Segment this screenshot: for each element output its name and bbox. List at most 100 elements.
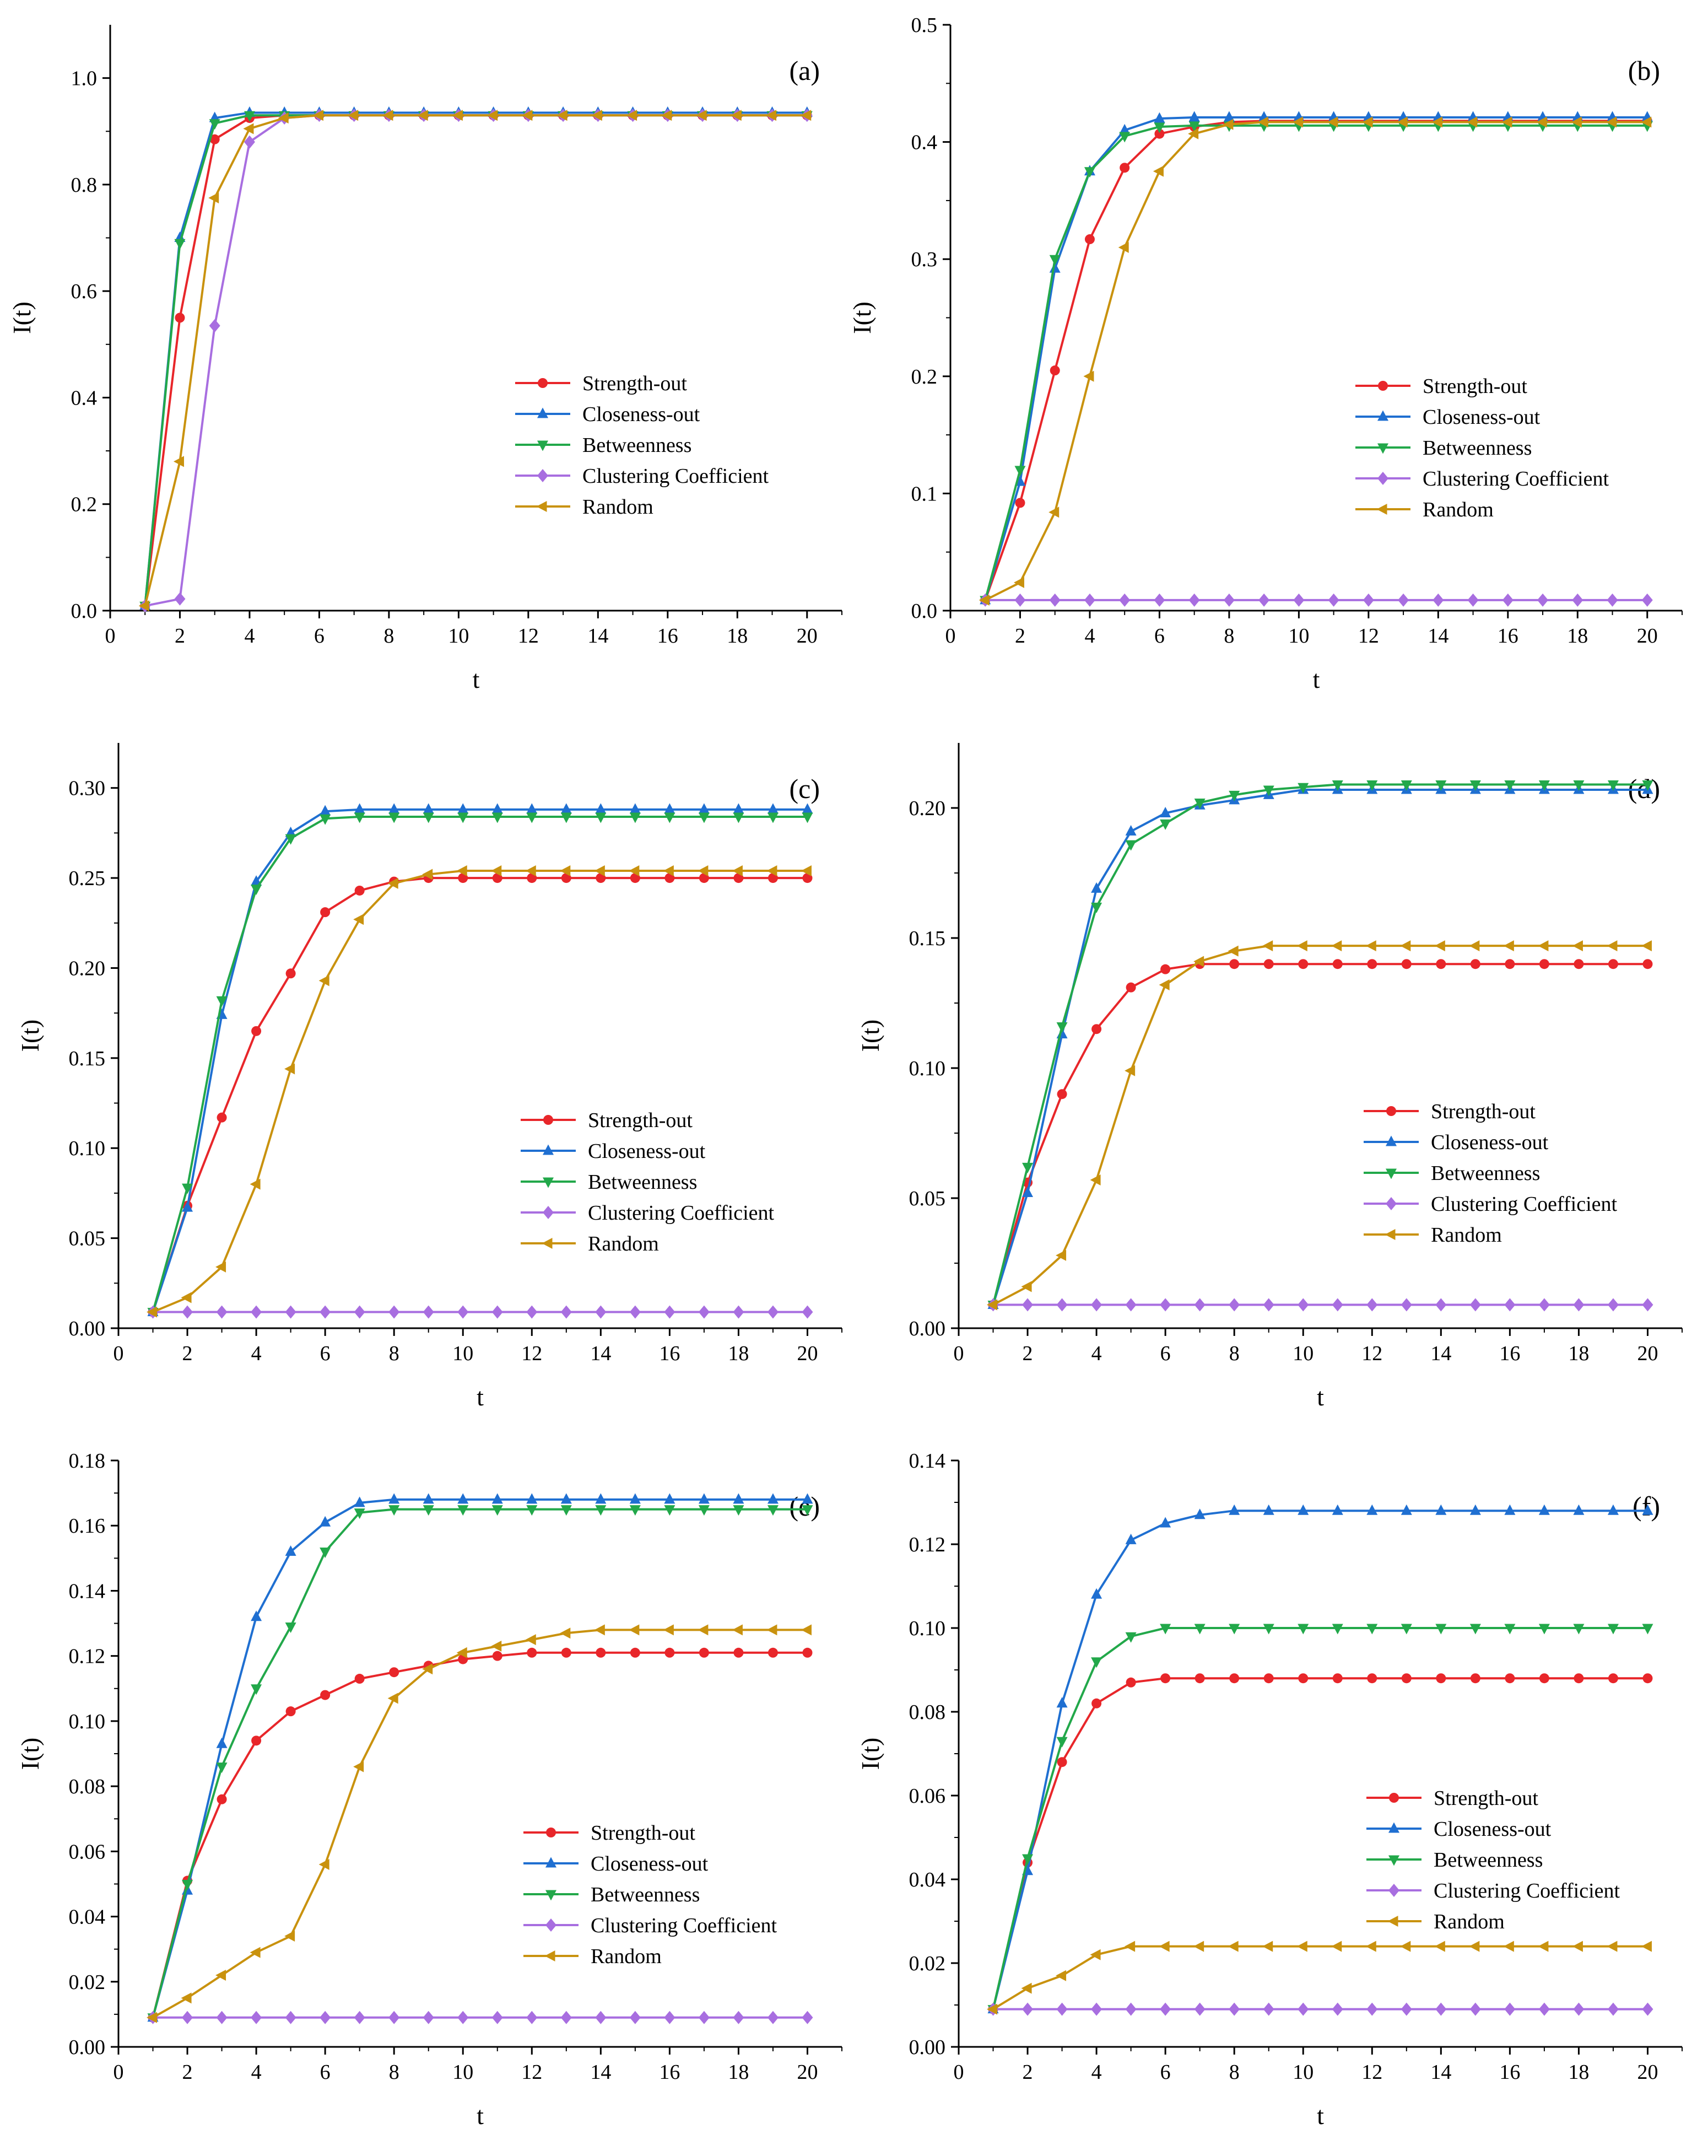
x-tick-label: 2 — [1015, 624, 1025, 648]
series-betweenness — [987, 1624, 1653, 2016]
data-point — [491, 1640, 502, 1652]
data-point — [698, 1493, 710, 1504]
y-tick-label: 0.08 — [909, 1701, 946, 1724]
data-point — [733, 803, 744, 814]
series-closeness-out — [980, 111, 1653, 605]
data-point — [285, 1305, 296, 1319]
y-tick-label: 1.0 — [71, 67, 98, 90]
x-tick-label: 0 — [945, 624, 956, 648]
y-tick-label: 0.00 — [69, 1317, 106, 1340]
x-tick-label: 8 — [1224, 624, 1234, 648]
data-point — [423, 2011, 434, 2024]
data-point — [1263, 2002, 1274, 2016]
data-point — [217, 1794, 227, 1804]
data-point — [1502, 593, 1514, 607]
data-point — [663, 1624, 674, 1636]
data-point — [285, 1622, 296, 1633]
data-point — [1573, 1504, 1585, 1515]
data-point — [174, 239, 186, 250]
data-point — [1194, 1624, 1206, 1635]
data-point — [767, 1505, 779, 1516]
data-point — [182, 1879, 193, 1890]
data-point — [1366, 1624, 1378, 1635]
data-point — [1125, 1298, 1137, 1312]
data-point — [250, 1178, 261, 1190]
y-tick-label: 0.10 — [69, 1710, 106, 1733]
x-tick-label: 4 — [251, 2061, 262, 2084]
data-point — [1470, 1673, 1480, 1684]
data-point — [767, 2011, 779, 2024]
legend-label: Clustering Coefficient — [582, 465, 769, 488]
legend-marker — [545, 1918, 556, 1932]
data-point — [733, 1305, 744, 1319]
data-point — [1538, 780, 1550, 791]
data-point — [285, 1545, 296, 1556]
y-tick-label: 0.02 — [909, 1952, 946, 1975]
data-point — [1049, 255, 1061, 266]
x-tick-label: 8 — [1229, 1342, 1240, 1365]
data-point — [1293, 593, 1305, 607]
data-point — [216, 1762, 228, 1774]
data-point — [560, 1493, 572, 1504]
x-tick-label: 14 — [1430, 1342, 1451, 1365]
data-point — [591, 110, 602, 121]
data-point — [250, 1947, 261, 1958]
data-point — [527, 1647, 537, 1658]
data-point — [457, 1493, 469, 1504]
y-tick-label: 0.10 — [909, 1057, 946, 1080]
x-tick-label: 6 — [1160, 1342, 1171, 1365]
data-point — [594, 865, 605, 877]
y-tick-label: 0.04 — [69, 1906, 106, 1929]
data-point — [767, 873, 778, 883]
data-point — [251, 885, 262, 896]
data-point — [422, 869, 433, 880]
data-point — [1229, 2002, 1240, 2016]
data-point — [1332, 780, 1343, 791]
data-point — [1431, 116, 1442, 128]
data-point — [561, 873, 571, 883]
series-line — [144, 114, 807, 606]
data-point — [560, 865, 571, 877]
legend-label: Betweenness — [1431, 1162, 1540, 1185]
legend-marker — [1378, 381, 1388, 391]
data-point — [801, 1624, 812, 1636]
data-point — [1641, 940, 1652, 952]
data-point — [698, 1505, 710, 1516]
x-tick-label: 0 — [954, 1342, 964, 1365]
data-point — [1573, 780, 1585, 791]
data-point — [1469, 1298, 1481, 1312]
data-point — [382, 110, 393, 121]
data-point — [354, 803, 365, 814]
data-point — [1194, 1673, 1205, 1684]
x-tick-label: 16 — [1498, 624, 1518, 648]
data-point — [802, 1305, 813, 1319]
x-axis-title: t — [1317, 2101, 1324, 2130]
data-point — [561, 1647, 571, 1658]
series-line — [144, 114, 807, 607]
legend-marker — [536, 501, 547, 512]
data-point — [1229, 1298, 1240, 1312]
legend-label: Strength-out — [591, 1821, 695, 1845]
data-point — [354, 812, 365, 823]
legend-marker — [543, 1206, 554, 1219]
data-point — [244, 135, 255, 149]
data-point — [1504, 780, 1516, 791]
data-point — [320, 814, 331, 825]
legend-label: Clustering Coefficient — [588, 1201, 775, 1225]
y-tick-label: 0.08 — [69, 1775, 106, 1798]
data-point — [767, 803, 779, 814]
data-point — [1229, 959, 1240, 969]
data-point — [1056, 1249, 1067, 1261]
data-point — [1194, 1298, 1206, 1312]
data-point — [1505, 959, 1515, 969]
data-point — [1229, 1673, 1240, 1684]
series-betweenness — [987, 780, 1653, 1312]
x-tick-label: 2 — [182, 2061, 193, 2084]
data-point — [801, 865, 812, 877]
series-betweenness — [147, 1505, 813, 2024]
data-point — [388, 812, 400, 823]
data-point — [1194, 1508, 1206, 1519]
data-point — [1119, 123, 1131, 134]
data-point — [285, 1706, 296, 1717]
data-point — [733, 873, 744, 883]
